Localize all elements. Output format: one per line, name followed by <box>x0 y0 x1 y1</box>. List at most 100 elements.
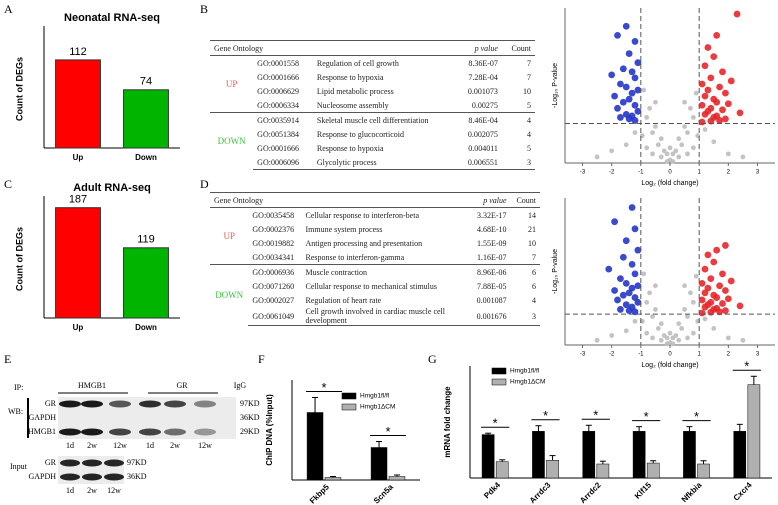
x-tick-label: -1 <box>638 352 644 358</box>
point <box>701 92 709 100</box>
point <box>704 86 712 94</box>
point <box>661 148 667 154</box>
input-row: GAPDH <box>28 472 56 481</box>
table-row: GO:0006334 Nucleosome assembly 0.00275 5 <box>210 98 535 113</box>
legend-label: Hmgb1fl/fl <box>360 393 390 400</box>
point <box>619 98 627 106</box>
point <box>688 290 693 296</box>
bar <box>683 431 696 479</box>
header-cell <box>312 40 457 56</box>
go-table: Gene Ontology p value Count UP GO:0035458 Cel… <box>210 192 540 326</box>
point <box>724 100 732 108</box>
point <box>711 326 717 331</box>
table-cell: 7.88E-05 <box>477 281 507 291</box>
point <box>605 265 613 273</box>
x-tick-label: Down <box>135 153 157 162</box>
point <box>690 115 696 120</box>
table-cell: 7 <box>527 72 531 82</box>
table-row: DOWN GO:0006936 Muscle contraction 8.96E-06… <box>210 264 540 326</box>
blot-band <box>139 428 161 436</box>
point <box>698 296 706 304</box>
panel-label: B <box>200 2 208 16</box>
error-bar <box>650 460 657 464</box>
table-cell: GO:0035914 <box>253 112 313 127</box>
legend-swatch <box>341 403 357 411</box>
significance-mark: * <box>385 424 390 439</box>
blot-band <box>104 459 124 467</box>
point <box>690 145 696 151</box>
header-row: Gene Ontology p value Count <box>210 192 540 208</box>
point <box>653 124 658 129</box>
point <box>711 139 717 145</box>
table-cell: 8.36E-07 <box>468 58 498 68</box>
lane-label: 12w <box>113 441 127 450</box>
table-cell: Cellular response to mechanical stimulus <box>305 281 438 291</box>
header-cell <box>301 192 471 208</box>
table-row: GO:0019882 Antigen processing and present… <box>210 236 540 250</box>
bar <box>747 384 761 479</box>
point <box>628 204 636 211</box>
bar <box>646 462 660 479</box>
wb-row: GAPDH <box>28 413 56 422</box>
point <box>716 83 723 91</box>
x-tick-label: Nfkbia <box>680 480 704 504</box>
point <box>701 289 709 297</box>
point <box>611 218 618 226</box>
point <box>617 306 624 313</box>
table-cell: GO:0071260 <box>252 281 295 291</box>
bar <box>582 431 596 479</box>
table-cell: 10 <box>523 86 531 96</box>
point <box>682 307 687 312</box>
table-cell: Antigen processing and presentation <box>305 238 423 248</box>
x-tick-label: 0 <box>668 352 672 358</box>
ip-group: HMGB1 <box>78 381 106 390</box>
point <box>664 159 670 164</box>
table-cell: Skeletal muscle cell differentiation <box>312 112 457 127</box>
point <box>713 98 721 106</box>
table-cell: 4 <box>501 112 535 127</box>
point <box>658 136 664 142</box>
y-axis-label: Count of DEGs <box>14 227 24 291</box>
lane-label: 1d <box>66 441 74 450</box>
table-cell: 1.55E-09 <box>477 238 507 248</box>
blot-band <box>164 428 186 436</box>
point <box>685 335 690 341</box>
point <box>617 80 624 88</box>
point <box>644 145 650 151</box>
table-cell: Cellular response to interferon-beta <box>305 210 419 220</box>
error-bar <box>636 426 643 432</box>
bar <box>370 447 388 481</box>
blot-band <box>109 400 131 408</box>
table-cell: Regulation of cell growth <box>316 58 399 68</box>
table-row: GO:0006629 Lipid metabolic process 0.00107… <box>210 84 535 98</box>
legend-label: Hmgb1ΔCM <box>510 379 545 386</box>
blot-band <box>194 400 216 408</box>
point <box>698 279 706 287</box>
table-cell: 4 <box>532 295 536 305</box>
bar <box>546 460 559 479</box>
input-row: GR <box>45 458 57 467</box>
bar <box>532 431 545 479</box>
group-label: DOWN <box>210 264 249 326</box>
bar <box>324 477 342 481</box>
point <box>614 104 621 112</box>
table-cell: GO:0001558 <box>257 58 299 68</box>
point <box>634 282 642 290</box>
input-label: Input <box>10 462 28 471</box>
point <box>609 148 615 154</box>
point <box>727 77 735 85</box>
bar <box>55 207 101 319</box>
x-tick-label: Arrdc2 <box>578 480 603 505</box>
point <box>623 142 629 148</box>
x-tick-label: 2 <box>727 170 731 176</box>
table-cell: 3 <box>501 155 535 170</box>
y-axis-label: Count of DEGs <box>14 57 24 121</box>
point <box>664 341 670 347</box>
point <box>710 258 718 266</box>
point <box>682 124 687 129</box>
lane-label: 2w <box>170 441 180 450</box>
point <box>650 314 655 319</box>
point <box>641 87 647 93</box>
point <box>641 271 647 277</box>
blot-band <box>164 400 186 408</box>
